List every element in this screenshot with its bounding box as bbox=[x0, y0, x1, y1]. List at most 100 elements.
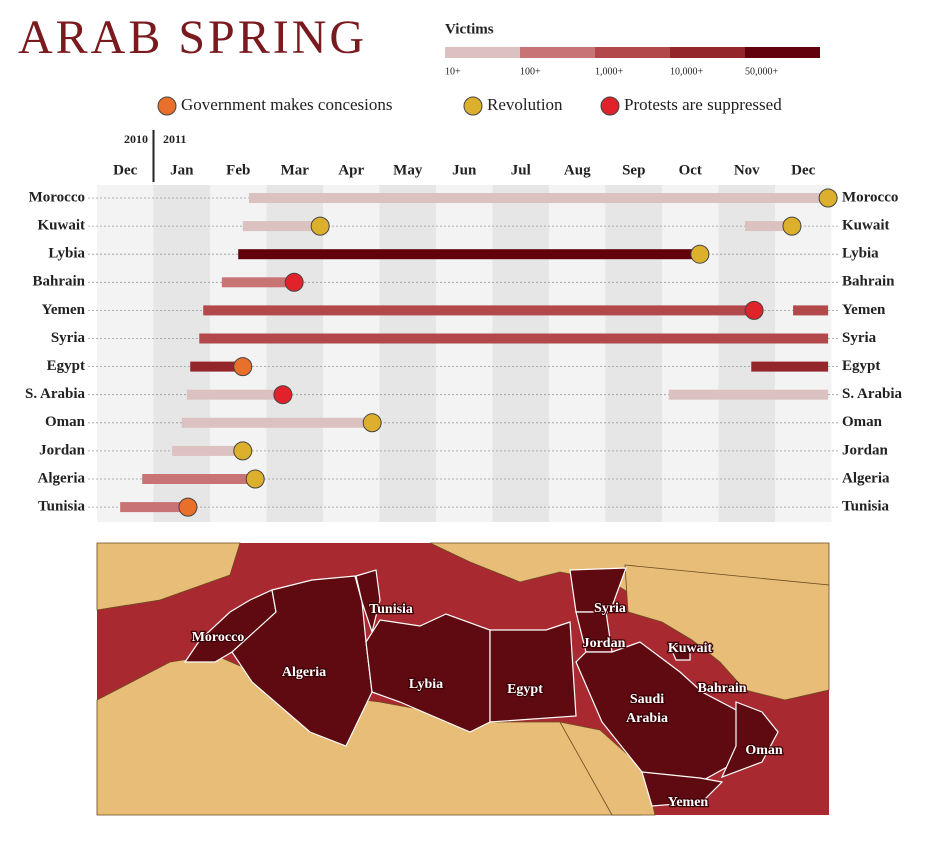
duration-bar bbox=[190, 361, 243, 372]
legend-marker bbox=[463, 96, 483, 116]
legend-label: Revolution bbox=[487, 95, 563, 114]
month-band bbox=[436, 185, 493, 522]
month-label: Jun bbox=[452, 162, 477, 178]
duration-bar bbox=[242, 221, 321, 232]
map-label: Arabia bbox=[626, 711, 668, 726]
duration-bar bbox=[181, 417, 373, 428]
month-band bbox=[210, 185, 267, 522]
row-label: Syria bbox=[51, 330, 86, 346]
row-label: Kuwait bbox=[842, 218, 890, 234]
map-label: Jordan bbox=[583, 636, 626, 651]
legend-swatch bbox=[670, 47, 745, 58]
row-label: Egypt bbox=[47, 358, 85, 374]
legend-label: 10,000+ bbox=[670, 66, 704, 77]
land bbox=[96, 542, 830, 816]
month-label: Jul bbox=[511, 162, 531, 178]
legend-label: 10+ bbox=[445, 66, 461, 77]
row-label: Jordan bbox=[39, 442, 86, 458]
duration-bar bbox=[745, 221, 792, 232]
event-marker bbox=[744, 300, 764, 320]
duration-bar bbox=[142, 474, 256, 484]
legend-title: Victims bbox=[445, 21, 494, 37]
legend-swatch bbox=[520, 47, 595, 58]
event-marker bbox=[178, 497, 198, 517]
duration-bar bbox=[793, 305, 829, 316]
row-label: Bahrain bbox=[842, 274, 895, 290]
event-marker bbox=[233, 357, 253, 377]
legend-label: Protests are suppressed bbox=[624, 95, 782, 114]
row-label: S. Arabia bbox=[842, 386, 903, 402]
month-label: Dec bbox=[113, 162, 137, 178]
map-label: Saudi bbox=[630, 692, 664, 707]
row-label: Morocco bbox=[842, 189, 898, 205]
map-label: Yemen bbox=[668, 795, 709, 810]
event-marker bbox=[782, 216, 802, 236]
legend-marker bbox=[600, 96, 620, 116]
month-band bbox=[153, 185, 210, 522]
duration-bar bbox=[751, 361, 829, 372]
month-label: Oct bbox=[679, 162, 702, 178]
year-label: 2011 bbox=[163, 132, 186, 146]
legend-marker bbox=[157, 96, 177, 116]
duration-bar bbox=[203, 305, 755, 316]
event-marker bbox=[818, 188, 838, 208]
row-label: Lybia bbox=[842, 246, 879, 262]
row-label: Oman bbox=[45, 414, 86, 430]
duration-bar bbox=[199, 333, 829, 344]
month-band bbox=[492, 185, 549, 522]
map-label: Bahrain bbox=[697, 681, 746, 696]
row-label: Tunisia bbox=[38, 499, 85, 515]
month-band bbox=[97, 185, 154, 522]
month-band bbox=[266, 185, 323, 522]
year-label: 2010 bbox=[124, 132, 148, 146]
month-label: Dec bbox=[791, 162, 815, 178]
event-marker bbox=[690, 244, 710, 264]
month-label: Mar bbox=[281, 162, 310, 178]
month-label: May bbox=[393, 162, 423, 178]
chart-title: ARAB SPRING bbox=[18, 11, 367, 64]
month-band bbox=[662, 185, 719, 522]
duration-bar bbox=[186, 389, 283, 400]
event-marker bbox=[310, 216, 330, 236]
duration-bar bbox=[248, 193, 829, 203]
map-label: Syria bbox=[594, 601, 626, 616]
month-label: Nov bbox=[734, 162, 760, 178]
row-label: Oman bbox=[842, 414, 883, 430]
legend-swatch bbox=[595, 47, 670, 58]
month-band bbox=[549, 185, 606, 522]
event-marker bbox=[284, 272, 304, 292]
duration-bar bbox=[238, 249, 700, 260]
map-label: Algeria bbox=[282, 665, 326, 680]
row-label: S. Arabia bbox=[25, 386, 86, 402]
row-label: Lybia bbox=[48, 246, 85, 262]
map-label: Egypt bbox=[507, 682, 543, 697]
month-label: Jan bbox=[170, 162, 194, 178]
row-label: Yemen bbox=[842, 302, 886, 318]
month-band bbox=[605, 185, 662, 522]
event-marker bbox=[233, 441, 253, 461]
month-label: Apr bbox=[338, 162, 364, 178]
legend-label: 1,000+ bbox=[595, 66, 624, 77]
month-label: Sep bbox=[622, 162, 645, 178]
duration-bar bbox=[120, 502, 188, 513]
map-label: Morocco bbox=[192, 630, 245, 645]
map-label: Tunisia bbox=[369, 602, 413, 617]
map-label: Kuwait bbox=[668, 641, 713, 656]
row-label: Morocco bbox=[29, 189, 85, 205]
row-label: Algeria bbox=[38, 470, 86, 486]
month-band bbox=[718, 185, 775, 522]
legend-swatch bbox=[445, 47, 520, 58]
row-label: Egypt bbox=[842, 358, 880, 374]
month-band bbox=[775, 185, 832, 522]
map-label: Lybia bbox=[409, 677, 443, 692]
map: Morocco Algeria Tunisia Lybia Egypt Syria Jord… bbox=[96, 542, 830, 816]
legend-label: Government makes concesions bbox=[181, 95, 393, 114]
month-label: Feb bbox=[226, 162, 250, 178]
duration-bar bbox=[221, 277, 295, 288]
row-label: Kuwait bbox=[37, 218, 85, 234]
duration-bar bbox=[172, 445, 243, 456]
legend-swatch bbox=[745, 47, 820, 58]
event-marker bbox=[362, 413, 382, 433]
legend-label: 50,000+ bbox=[745, 66, 779, 77]
